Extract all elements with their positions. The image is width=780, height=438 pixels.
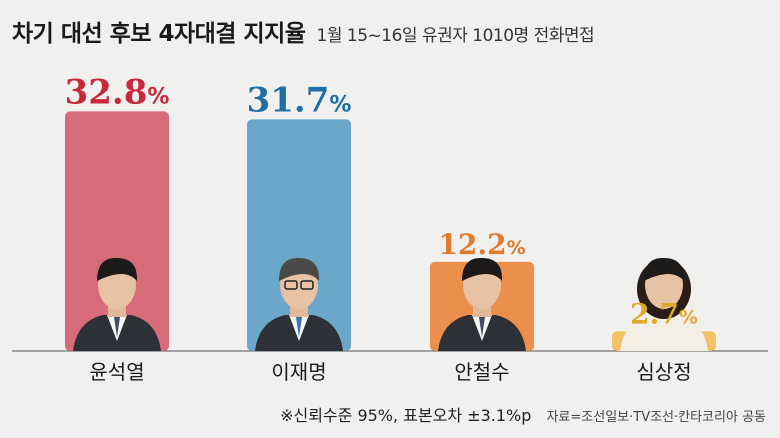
category-label-4: 심상정: [636, 360, 691, 384]
bar-2: [247, 119, 351, 352]
value-label-2: 31.7%: [247, 80, 352, 120]
value-label-3: 12.2%: [438, 228, 525, 261]
source-credit: 자료=조선일보·TV조선·칸타코리아 공동: [546, 410, 766, 425]
survey-note: ※신뢰수준 95%, 표본오차 ±3.1%p: [280, 406, 532, 425]
chart-footer: ※신뢰수준 95%, 표본오차 ±3.1%p 자료=조선일보·TV조선·칸타코리…: [280, 402, 766, 426]
value-label-1: 32.8%: [65, 72, 170, 112]
value-label-4: 2.7%: [630, 297, 698, 330]
category-label-3: 안철수: [454, 360, 509, 384]
chart-header: 차기 대선 후보 4자대결 지지율 1월 15~16일 유권자 1010명 전화…: [12, 14, 595, 48]
category-label-2: 이재명: [271, 360, 326, 384]
candidate-portrait-2: [255, 257, 343, 351]
category-label-1: 윤석열: [89, 360, 144, 384]
candidate-portrait-4: [620, 257, 708, 351]
candidate-portrait-3: [438, 257, 526, 351]
chart-subtitle: 1월 15~16일 유권자 1010명 전화면접: [316, 26, 595, 46]
chart-title: 차기 대선 후보 4자대결 지지율: [12, 21, 306, 47]
bar-1: [65, 111, 169, 351]
candidate-portrait-1: [73, 257, 161, 351]
